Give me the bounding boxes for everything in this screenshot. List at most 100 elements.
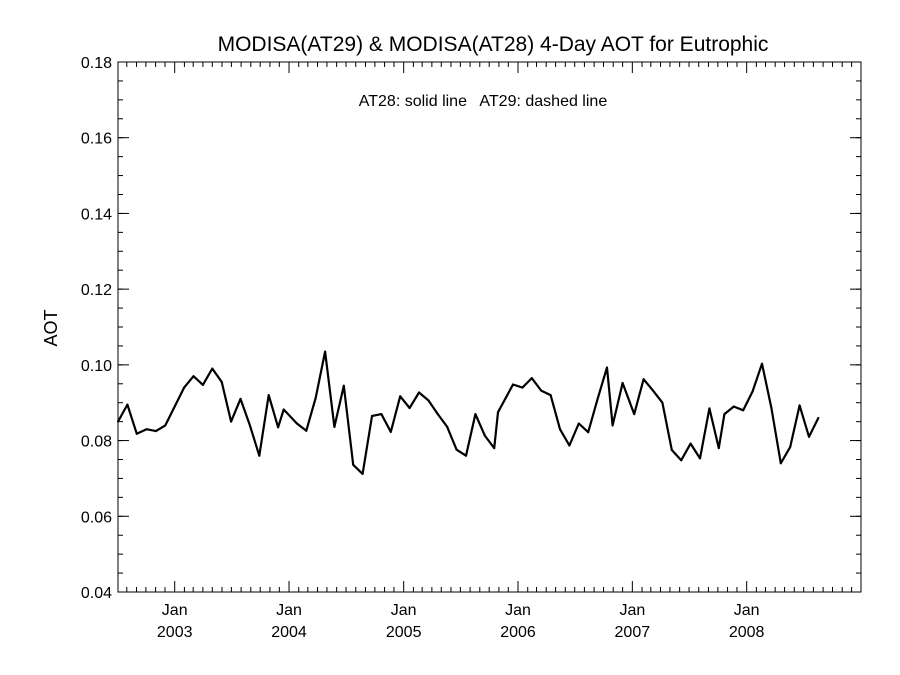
aot-data-point: [549, 394, 552, 397]
aot-data-point: [145, 428, 148, 431]
y-tick-label: 0.12: [81, 282, 112, 299]
aot-data-point: [164, 424, 167, 427]
y-tick-label: 0.10: [81, 358, 112, 375]
aot-data-point: [559, 428, 561, 431]
aot-data-point: [465, 454, 467, 457]
aot-data-point: [436, 413, 439, 416]
x-axis: Jan 2003 Jan 2004 Jan 2005 Jan 2006 Jan 2007 Jan 20…: [126, 62, 853, 641]
aot-data-point: [670, 449, 673, 451]
aot-data-point: [399, 395, 402, 398]
aot-data-point: [680, 459, 683, 462]
aot-data-point: [606, 366, 608, 369]
aot-data-point: [455, 448, 458, 451]
x-tick-month-label: Jan: [162, 602, 188, 619]
aot-data-point: [596, 397, 599, 400]
chart-title: MODISA(AT29) & MODISA(AT28) 4-Day AOT fo…: [218, 33, 769, 56]
aot-data-point: [611, 424, 614, 427]
aot-data-point: [751, 390, 754, 393]
x-tick-year-label: 2004: [271, 624, 307, 641]
x-tick-year-label: 2005: [386, 624, 422, 641]
x-tick-month-label: Jan: [276, 602, 302, 619]
aot-data-point: [324, 350, 327, 353]
aot-data-point: [732, 405, 735, 408]
aot-data-point: [808, 435, 810, 438]
aot-data-point: [267, 394, 270, 397]
aot-data-point: [493, 447, 496, 450]
x-tick-month-label: Jan: [619, 602, 645, 619]
y-tick-label: 0.18: [81, 55, 112, 72]
aot-data-point: [192, 375, 195, 378]
aot-data-point: [380, 413, 383, 416]
aot-data-point: [770, 407, 773, 409]
aot-data-point: [333, 425, 336, 428]
series-layer: [117, 350, 820, 475]
aot-data-point: [389, 430, 392, 433]
aot-data-point: [418, 391, 420, 394]
aot-data-point: [474, 413, 477, 416]
aot-data-point: [540, 389, 543, 392]
aot-data-point: [352, 463, 355, 466]
x-tick-month-label: Jan: [391, 602, 417, 619]
aot-data-point: [126, 403, 129, 406]
aot-data-point: [530, 377, 533, 380]
aot-data-point: [652, 389, 654, 392]
y-tick-label: 0.16: [81, 131, 112, 148]
aot-data-point: [371, 415, 373, 417]
aot-data-point: [248, 424, 251, 427]
aot-data-point: [497, 411, 499, 414]
x-tick-month-label: Jan: [505, 602, 531, 619]
aot-data-point: [211, 367, 214, 370]
aot-data-point: [723, 413, 726, 416]
aot-data-point: [633, 413, 636, 416]
aot-data-point: [201, 383, 204, 386]
y-axis: 0.04 0.06 0.08 0.10 0.12 0.14 0.16 0.18: [81, 55, 861, 602]
x-tick-year-label: 2007: [615, 624, 651, 641]
aot-data-point: [173, 405, 176, 408]
aot-data-point: [708, 407, 711, 410]
aot-data-point: [314, 396, 317, 399]
aot-data-point: [282, 408, 285, 411]
aot-data-point: [361, 472, 364, 475]
aot-data-point: [342, 384, 345, 387]
aot-data-point: [230, 420, 233, 423]
aot-data-point: [135, 432, 138, 435]
y-tick-label: 0.04: [81, 585, 112, 602]
aot-data-point: [789, 446, 792, 448]
aot-data-point: [183, 386, 186, 389]
aot-data-point: [117, 420, 119, 423]
x-tick-year-label: 2003: [157, 624, 193, 641]
aot-data-point: [258, 454, 261, 457]
aot-data-point: [577, 422, 580, 425]
line-style-annotation: AT28: solid line AT29: dashed line: [359, 93, 608, 110]
aot-data-point: [295, 422, 298, 425]
aot-series-line: [117, 350, 820, 475]
y-tick-label: 0.14: [81, 206, 112, 223]
y-axis-label: AOT: [41, 309, 61, 346]
aot-data-point: [305, 429, 308, 432]
x-tick-month-label: Jan: [734, 602, 760, 619]
aot-data-point: [689, 442, 692, 445]
aot-data-point: [742, 409, 745, 412]
aot-data-point: [483, 434, 486, 437]
aot-data-point: [220, 380, 223, 383]
aot-data-point: [239, 397, 242, 400]
aot-data-point: [512, 383, 514, 386]
x-tick-year-label: 2008: [729, 624, 765, 641]
aot-data-point: [761, 362, 763, 365]
aot-data-point: [277, 426, 280, 429]
aot-data-point: [817, 416, 820, 419]
aot-data-point: [154, 430, 157, 433]
aot-data-point: [408, 407, 411, 409]
aot-data-point: [661, 401, 664, 404]
x-tick-year-label: 2006: [500, 624, 536, 641]
aot-data-point: [642, 378, 645, 381]
aot-data-point: [798, 404, 801, 407]
aot-data-point: [587, 431, 590, 434]
y-tick-label: 0.06: [81, 509, 112, 526]
plot-frame: [117, 61, 862, 593]
aot-data-point: [427, 399, 430, 402]
aot-data-point: [779, 462, 782, 465]
aot-data-point: [699, 457, 701, 460]
aot-data-point: [621, 382, 624, 384]
